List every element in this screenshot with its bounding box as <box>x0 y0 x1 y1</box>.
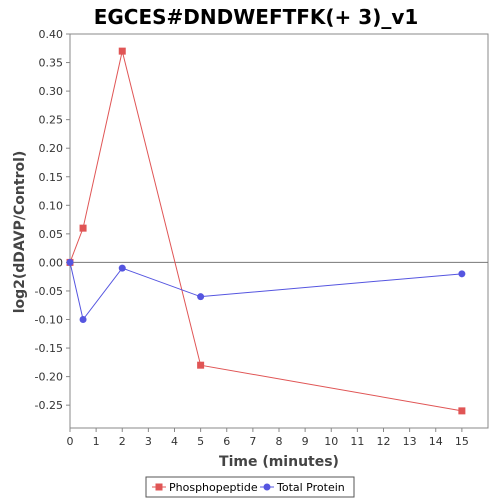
x-tick-label: 7 <box>249 435 256 448</box>
y-tick-label: -0.10 <box>35 314 63 327</box>
x-tick-label: 15 <box>455 435 469 448</box>
series-layer <box>66 47 466 415</box>
data-point <box>197 293 205 301</box>
y-tick-label: 0.00 <box>39 256 64 269</box>
y-axis-label: log2(dDAVP/Control) <box>12 151 28 314</box>
data-point <box>79 316 87 324</box>
legend-item: Total Protein <box>260 481 345 494</box>
legend-item: Phosphopeptide <box>152 481 258 494</box>
y-tick-label: 0.15 <box>39 171 64 184</box>
x-tick-label: 6 <box>223 435 230 448</box>
series-total-protein <box>66 258 466 324</box>
legend-label: Phosphopeptide <box>169 481 258 494</box>
legend-marker <box>263 483 271 491</box>
plot-area <box>69 33 489 429</box>
x-tick-label: 9 <box>302 435 309 448</box>
legend: Phosphopeptide Total Protein <box>145 476 355 498</box>
x-tick-label: 8 <box>276 435 283 448</box>
x-tick-label: 12 <box>377 435 391 448</box>
x-tick-label: 0 <box>67 435 74 448</box>
y-tick-label: 0.30 <box>39 85 64 98</box>
data-point <box>79 224 87 232</box>
legend-label: Total Protein <box>276 481 345 494</box>
y-tick-label: -0.15 <box>35 342 63 355</box>
x-tick-label: 11 <box>350 435 364 448</box>
chart-title: EGCES#DNDWEFTFK(+ 3)_v1 <box>94 5 419 29</box>
legend-box <box>145 476 355 498</box>
data-point <box>118 264 126 272</box>
data-point <box>458 407 466 415</box>
y-tick-label: -0.25 <box>35 399 63 412</box>
y-tick-label: 0.10 <box>39 199 64 212</box>
y-tick-label: 0.40 <box>39 28 64 41</box>
y-tick-label: 0.35 <box>39 57 64 70</box>
y-tick-label: 0.20 <box>39 142 64 155</box>
x-tick-label: 10 <box>324 435 338 448</box>
x-tick-label: 5 <box>197 435 204 448</box>
x-tick-label: 14 <box>429 435 443 448</box>
x-tick-label: 2 <box>119 435 126 448</box>
y-tick-label: -0.20 <box>35 371 63 384</box>
y-tick-label: 0.25 <box>39 114 64 127</box>
data-point <box>118 47 126 55</box>
y-tick-label: 0.05 <box>39 228 64 241</box>
x-axis-label: Time (minutes) <box>219 454 339 470</box>
x-axis: 0 1 2 3 4 5 6 7 8 9 10 11 12 13 14 15 <box>67 427 488 448</box>
x-tick-label: 13 <box>403 435 417 448</box>
x-tick-label: 4 <box>171 435 178 448</box>
y-tick-label: -0.05 <box>35 285 63 298</box>
x-tick-label: 3 <box>145 435 152 448</box>
x-tick-label: 1 <box>93 435 100 448</box>
data-point <box>66 258 74 266</box>
y-axis: 0.40 0.35 0.30 0.25 0.20 0.15 0.10 0.05 0.00 -0.0… <box>35 28 71 428</box>
data-point <box>197 361 205 369</box>
legend-marker <box>155 483 163 491</box>
data-point <box>458 270 466 278</box>
